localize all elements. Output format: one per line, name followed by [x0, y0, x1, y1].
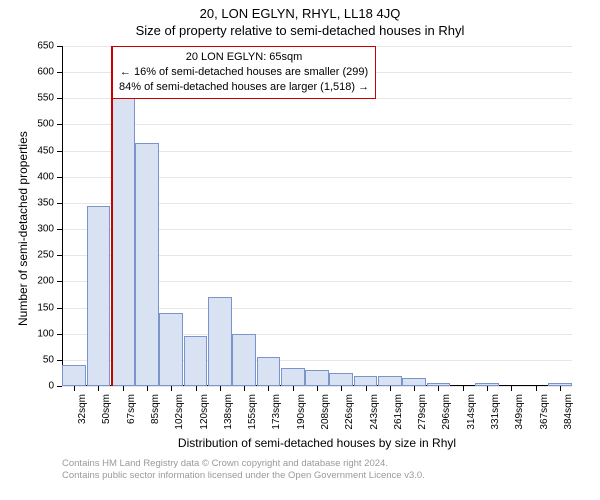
address-title: 20, LON EGLYN, RHYL, LL18 4JQ	[0, 0, 600, 21]
chart-subtitle: Size of property relative to semi-detach…	[0, 21, 600, 38]
y-tick-label: 600	[0, 67, 54, 78]
histogram-bar	[111, 96, 135, 386]
x-axis-label: Distribution of semi-detached houses by …	[62, 436, 572, 450]
x-tick-mark	[98, 386, 99, 391]
info-line-larger: 84% of semi-detached houses are larger (…	[119, 80, 369, 95]
x-tick-label: 32sqm	[77, 394, 88, 434]
x-tick-label: 331sqm	[490, 394, 501, 434]
x-tick-mark	[74, 386, 75, 391]
y-tick-label: 100	[0, 328, 54, 339]
x-tick-mark	[438, 386, 439, 391]
y-tick-label: 450	[0, 145, 54, 156]
x-tick-mark	[268, 386, 269, 391]
y-tick-label: 500	[0, 119, 54, 130]
x-tick-label: 226sqm	[344, 394, 355, 434]
x-tick-label: 67sqm	[126, 394, 137, 434]
x-tick-mark	[317, 386, 318, 391]
y-tick-label: 650	[0, 41, 54, 52]
x-tick-mark	[196, 386, 197, 391]
chart-container: 20, LON EGLYN, RHYL, LL18 4JQ Size of pr…	[0, 0, 600, 500]
info-line-property: 20 LON EGLYN: 65sqm	[119, 50, 369, 65]
x-tick-label: 296sqm	[441, 394, 452, 434]
property-info-box: 20 LON EGLYN: 65sqm ← 16% of semi-detach…	[112, 46, 376, 99]
histogram-bar	[329, 373, 353, 386]
x-tick-mark	[220, 386, 221, 391]
y-tick-label: 250	[0, 250, 54, 261]
x-tick-mark	[414, 386, 415, 391]
y-tick-label: 350	[0, 197, 54, 208]
histogram-bar	[402, 378, 426, 386]
histogram-bar	[184, 336, 208, 386]
y-tick-mark	[57, 203, 62, 204]
y-tick-mark	[57, 46, 62, 47]
x-tick-mark	[560, 386, 561, 391]
x-tick-label: 367sqm	[539, 394, 550, 434]
x-tick-mark	[511, 386, 512, 391]
y-tick-mark	[57, 308, 62, 309]
y-tick-label: 50	[0, 354, 54, 365]
y-tick-label: 400	[0, 171, 54, 182]
x-tick-label: 279sqm	[417, 394, 428, 434]
histogram-bar	[208, 297, 232, 386]
x-tick-label: 102sqm	[174, 394, 185, 434]
x-tick-label: 85sqm	[150, 394, 161, 434]
x-tick-mark	[366, 386, 367, 391]
y-tick-mark	[57, 72, 62, 73]
x-tick-mark	[341, 386, 342, 391]
histogram-bar	[232, 334, 256, 386]
footer-line1: Contains HM Land Registry data © Crown c…	[62, 458, 425, 470]
y-tick-mark	[57, 98, 62, 99]
x-tick-mark	[244, 386, 245, 391]
y-tick-mark	[57, 229, 62, 230]
histogram-bar	[257, 357, 281, 386]
y-tick-mark	[57, 281, 62, 282]
attribution-footer: Contains HM Land Registry data © Crown c…	[62, 458, 425, 483]
x-tick-label: 384sqm	[563, 394, 574, 434]
x-tick-label: 314sqm	[466, 394, 477, 434]
histogram-bar	[87, 206, 111, 386]
x-tick-label: 208sqm	[320, 394, 331, 434]
x-tick-label: 243sqm	[369, 394, 380, 434]
grid-line	[62, 124, 572, 125]
y-tick-label: 0	[0, 381, 54, 392]
histogram-bar	[135, 143, 159, 386]
y-tick-label: 300	[0, 224, 54, 235]
x-tick-label: 155sqm	[247, 394, 258, 434]
histogram-bar	[281, 368, 305, 386]
y-tick-mark	[57, 334, 62, 335]
y-tick-label: 550	[0, 93, 54, 104]
footer-line2: Contains public sector information licen…	[62, 470, 425, 482]
histogram-bar	[159, 313, 183, 386]
histogram-bar	[62, 365, 86, 386]
x-tick-label: 190sqm	[296, 394, 307, 434]
x-tick-mark	[171, 386, 172, 391]
x-tick-label: 261sqm	[393, 394, 404, 434]
x-tick-label: 120sqm	[199, 394, 210, 434]
x-tick-label: 138sqm	[223, 394, 234, 434]
y-tick-mark	[57, 255, 62, 256]
histogram-bar	[354, 376, 378, 386]
x-tick-mark	[390, 386, 391, 391]
histogram-bar	[305, 370, 329, 386]
x-tick-label: 173sqm	[271, 394, 282, 434]
y-tick-label: 150	[0, 302, 54, 313]
x-tick-label: 349sqm	[514, 394, 525, 434]
y-tick-mark	[57, 177, 62, 178]
y-tick-label: 200	[0, 276, 54, 287]
x-tick-mark	[536, 386, 537, 391]
y-tick-mark	[57, 386, 62, 387]
info-line-smaller: ← 16% of semi-detached houses are smalle…	[119, 65, 369, 80]
x-tick-mark	[463, 386, 464, 391]
x-tick-label: 50sqm	[101, 394, 112, 434]
y-tick-mark	[57, 360, 62, 361]
x-tick-mark	[293, 386, 294, 391]
histogram-bar	[378, 376, 402, 386]
y-tick-mark	[57, 124, 62, 125]
y-axis-line	[62, 46, 63, 386]
x-tick-mark	[123, 386, 124, 391]
x-tick-mark	[147, 386, 148, 391]
x-tick-mark	[487, 386, 488, 391]
y-tick-mark	[57, 151, 62, 152]
